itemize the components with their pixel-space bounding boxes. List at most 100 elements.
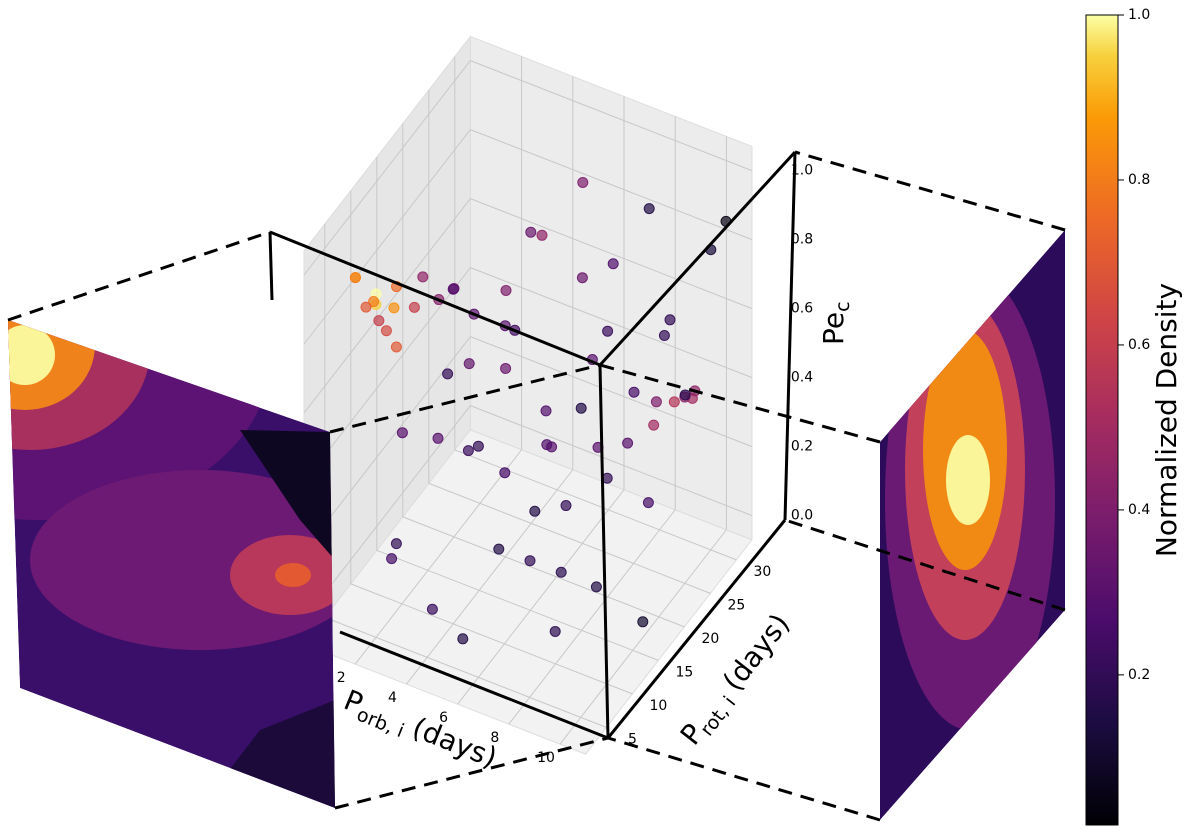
point — [549, 625, 561, 637]
grid-line — [303, 60, 471, 276]
frame-edge — [783, 151, 797, 521]
y-tick-label: 30 — [753, 564, 771, 580]
colorbar-tick-label: 0.6 — [1128, 337, 1150, 353]
colorbar-tick-label: 0.8 — [1128, 172, 1150, 188]
grid-line — [470, 60, 753, 172]
point — [462, 445, 474, 457]
z-tick-label: 0.6 — [791, 301, 813, 317]
y-tick-label: 5 — [628, 731, 637, 747]
connector — [607, 736, 881, 822]
label-symbol: Pe — [817, 312, 850, 345]
grid-line — [324, 616, 607, 728]
frame-edge — [606, 519, 787, 739]
z-axis-label: Pec — [817, 301, 854, 345]
connector — [7, 230, 271, 322]
grid-line — [376, 549, 659, 661]
point — [390, 538, 402, 550]
point — [500, 362, 512, 374]
point — [628, 386, 640, 398]
y-tick-label: 15 — [675, 664, 693, 680]
grid-line — [470, 129, 753, 241]
point — [524, 555, 536, 567]
grid-line — [406, 469, 574, 685]
point — [408, 301, 420, 313]
contour — [240, 430, 335, 560]
point — [637, 616, 649, 628]
point — [536, 229, 548, 241]
z-tick-label: 1.0 — [791, 163, 813, 179]
grid-line — [457, 489, 625, 705]
point — [577, 176, 589, 188]
y-tick-label: 20 — [701, 631, 719, 647]
grid-line — [428, 482, 711, 594]
point — [386, 553, 398, 565]
grid-line — [402, 516, 685, 628]
point — [576, 272, 588, 284]
y-tick-label: 25 — [727, 597, 745, 613]
grid-line — [470, 336, 753, 448]
dashed-lines — [7, 150, 1066, 822]
point — [658, 330, 670, 341]
point — [643, 203, 655, 215]
point — [417, 271, 429, 283]
y-axis-label: Prot, i(days) — [674, 607, 799, 753]
point — [668, 396, 680, 408]
projection-right — [880, 230, 1065, 820]
grid-line — [470, 267, 753, 379]
frame-edge — [268, 231, 274, 301]
contour — [275, 563, 311, 587]
point — [457, 633, 469, 645]
point — [432, 432, 444, 444]
point — [426, 603, 438, 615]
colorbar: 0.2 0.4 0.6 0.8 1.0 — [1085, 7, 1150, 826]
connector — [599, 363, 881, 444]
x-tick-label: 8 — [490, 730, 499, 746]
grid-line — [303, 198, 471, 414]
point — [500, 284, 512, 296]
label-unit: (days) — [716, 607, 796, 697]
point — [664, 314, 676, 326]
point — [499, 467, 511, 479]
point — [541, 439, 553, 451]
point — [642, 497, 654, 509]
point — [463, 358, 475, 370]
grid-line — [354, 449, 522, 665]
frame-edge — [339, 630, 609, 740]
point — [493, 543, 505, 555]
x-tick-label: 4 — [388, 690, 397, 706]
connector — [334, 736, 609, 810]
point — [442, 368, 454, 380]
colorbar-tick-label: 0.4 — [1128, 502, 1150, 518]
colorbar-tick-label: 0.2 — [1128, 667, 1150, 683]
contour — [946, 435, 990, 525]
x-tick-label: 2 — [337, 670, 346, 686]
point — [560, 500, 572, 512]
point — [373, 315, 385, 327]
point — [368, 296, 380, 308]
point — [648, 419, 660, 431]
z-tick-label: 0.8 — [791, 232, 813, 248]
point — [602, 325, 614, 337]
z-tick-label: 0.2 — [791, 439, 813, 455]
point — [555, 566, 567, 578]
point — [396, 427, 408, 439]
connector — [794, 150, 1066, 232]
point — [390, 341, 402, 353]
contour — [8, 325, 55, 385]
point — [679, 389, 691, 401]
point — [349, 272, 361, 284]
connector — [784, 518, 1066, 612]
grid-line — [470, 198, 753, 310]
frame-edge — [598, 364, 610, 739]
point — [525, 226, 537, 238]
grid-line — [470, 405, 753, 517]
colorbar-label: Normalized Density — [1150, 283, 1183, 557]
label-unit: (days) — [408, 711, 502, 775]
colorbar-tick-label: 1.0 — [1128, 7, 1150, 23]
label-subscript: rot, i — [696, 692, 740, 740]
projection-left — [8, 320, 335, 808]
z-tick-label: 0.4 — [791, 370, 813, 386]
point — [540, 405, 552, 417]
point — [472, 440, 484, 452]
